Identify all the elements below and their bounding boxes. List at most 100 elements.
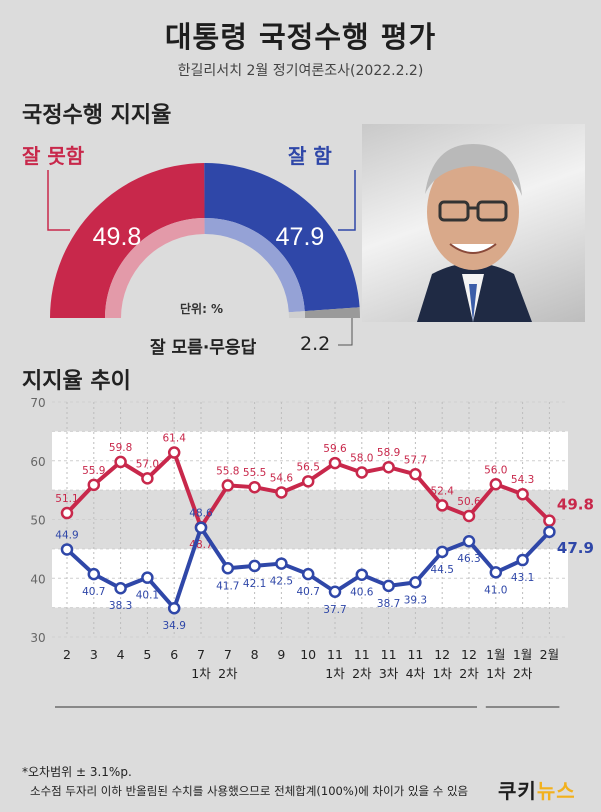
gauge-unknown-arc (304, 307, 360, 318)
unknown-leader-line (338, 318, 353, 346)
x-tick-label: 5 (143, 647, 151, 662)
data-label: 43.1 (511, 572, 534, 584)
data-label: 40.7 (297, 586, 320, 598)
data-point (60, 543, 74, 556)
x-tick-label: 11 (407, 647, 423, 662)
data-point (489, 478, 503, 491)
negative-label: 잘 못함 (22, 144, 85, 168)
data-point (141, 472, 154, 485)
data-label: 55.5 (243, 467, 266, 479)
x-tick-label: 11 (354, 647, 370, 662)
data-label: 39.3 (404, 594, 427, 606)
data-point (462, 509, 476, 523)
x-tick-label: 1차 (486, 666, 506, 681)
gauge-negative-inner-ring (105, 218, 205, 318)
data-point (87, 567, 101, 581)
data-point (489, 566, 503, 579)
x-tick-label: 2차 (513, 666, 533, 681)
margin-of-error-note: *오차범위 ± 3.1%p. (22, 765, 132, 779)
data-point (301, 475, 315, 488)
x-tick-label: 2월 (540, 647, 559, 662)
x-tick-label: 8 (251, 647, 259, 662)
data-label: 55.9 (82, 465, 105, 477)
data-point (301, 567, 315, 581)
y-tick-label: 40 (30, 572, 45, 586)
x-tick-label: 3 (90, 647, 98, 662)
data-label: 48.6 (189, 508, 213, 520)
x-tick-label: 1차 (432, 666, 452, 681)
x-tick-label: 12 (434, 647, 450, 662)
x-tick-label: 2차 (459, 666, 479, 681)
data-label: 58.9 (377, 447, 400, 459)
x-tick-label: 12 (461, 647, 477, 662)
gauge-negative-arc (50, 163, 205, 318)
data-label: 49.8 (557, 496, 594, 514)
data-label: 59.8 (109, 442, 132, 454)
data-label: 42.5 (270, 576, 293, 588)
x-tick-label: 4 (117, 647, 125, 662)
data-label: 57.7 (404, 454, 427, 466)
data-point (60, 506, 74, 520)
gauge-positive-arc (204, 163, 360, 312)
x-tick-label: 4차 (406, 666, 426, 681)
x-tick-label: 1월 (486, 647, 505, 662)
data-label: 40.7 (82, 586, 105, 598)
data-label: 56.0 (484, 464, 507, 476)
data-point (328, 456, 342, 470)
x-tick-label: 1차 (191, 666, 211, 681)
data-label: 38.7 (377, 598, 400, 610)
unknown-value: 2.2 (300, 333, 331, 355)
data-label: 37.7 (323, 604, 346, 616)
data-label: 50.6 (457, 496, 481, 508)
data-label: 38.3 (109, 600, 132, 612)
data-label: 44.9 (55, 529, 78, 541)
y-tick-label: 30 (30, 631, 45, 645)
gauge-positive-value: 47.9 (276, 223, 325, 251)
data-point (409, 576, 422, 589)
data-label: 46.3 (457, 553, 480, 565)
data-label: 42.1 (243, 578, 266, 590)
data-point (462, 534, 476, 548)
data-point (543, 525, 556, 539)
data-point (275, 486, 288, 499)
data-label: 51.1 (55, 493, 78, 505)
logo-part2: 뉴스 (536, 779, 576, 803)
data-point (194, 521, 208, 534)
x-tick-label: 7 (224, 647, 232, 662)
trend-line-chart: 30 40 50 60 70 2 3 4 5 6 7 1차 7 2차 8 9 10 11 1차 11 2차 11 3차 11 4… (30, 396, 594, 708)
x-tick-label: 7 (197, 647, 205, 662)
x-tick-label: 2차 (352, 666, 372, 681)
data-point (167, 601, 181, 615)
gauge-section-title: 국정수행 지지율 (22, 103, 172, 128)
approval-gauge: 49.8 47.9 (47, 163, 360, 346)
data-label: 57.0 (136, 458, 159, 470)
data-point (355, 568, 369, 581)
data-label: 55.8 (216, 465, 239, 477)
data-point (114, 455, 127, 469)
data-point (382, 460, 395, 474)
x-tick-label: 2차 (218, 666, 238, 681)
gauge-negative-value: 49.8 (93, 223, 142, 251)
data-point (382, 579, 395, 593)
logo-part1: 쿠키 (498, 779, 537, 803)
data-label: 54.6 (270, 472, 294, 484)
data-label: 44.5 (431, 564, 454, 576)
data-label: 47.9 (557, 539, 594, 557)
data-point (328, 585, 342, 599)
data-point (221, 562, 235, 575)
positive-leader-line (338, 170, 356, 231)
x-tick-label: 9 (277, 647, 285, 662)
data-point (435, 545, 449, 559)
data-label: 54.3 (511, 474, 534, 486)
data-point (516, 487, 529, 501)
data-point (167, 446, 181, 459)
kuki-news-logo: 쿠키뉴스 (498, 775, 576, 804)
rounding-note: 소수점 두자리 이하 반올림된 수치를 사용했으므로 전체합계(100%)에 차… (30, 784, 469, 798)
negative-leader-line (47, 170, 70, 231)
x-tick-label: 11 (327, 647, 343, 662)
data-point (355, 466, 369, 479)
data-point (87, 478, 101, 492)
unit-label: 단위: % (180, 302, 224, 316)
y-tick-label: 50 (30, 514, 45, 528)
data-point (275, 557, 288, 570)
